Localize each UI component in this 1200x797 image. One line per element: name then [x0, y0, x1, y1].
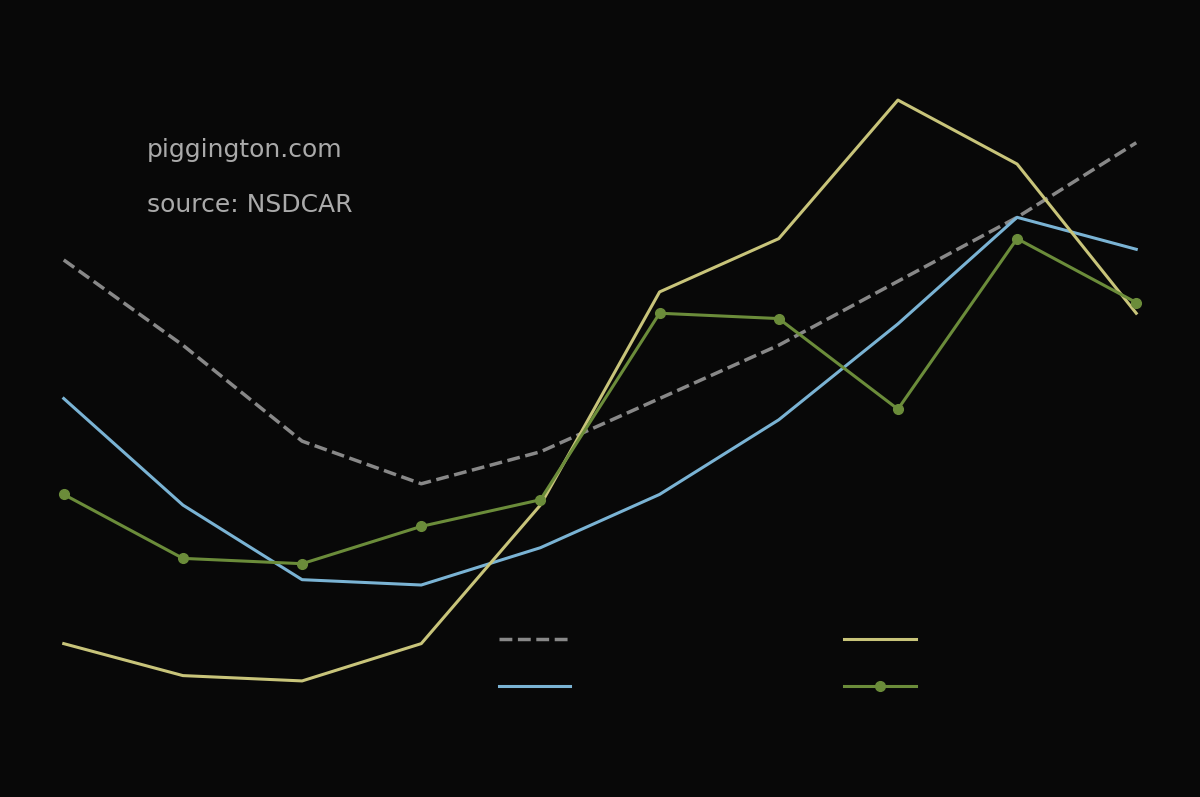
Text: piggington.com: piggington.com: [148, 138, 343, 163]
Text: source: NSDCAR: source: NSDCAR: [148, 194, 353, 218]
